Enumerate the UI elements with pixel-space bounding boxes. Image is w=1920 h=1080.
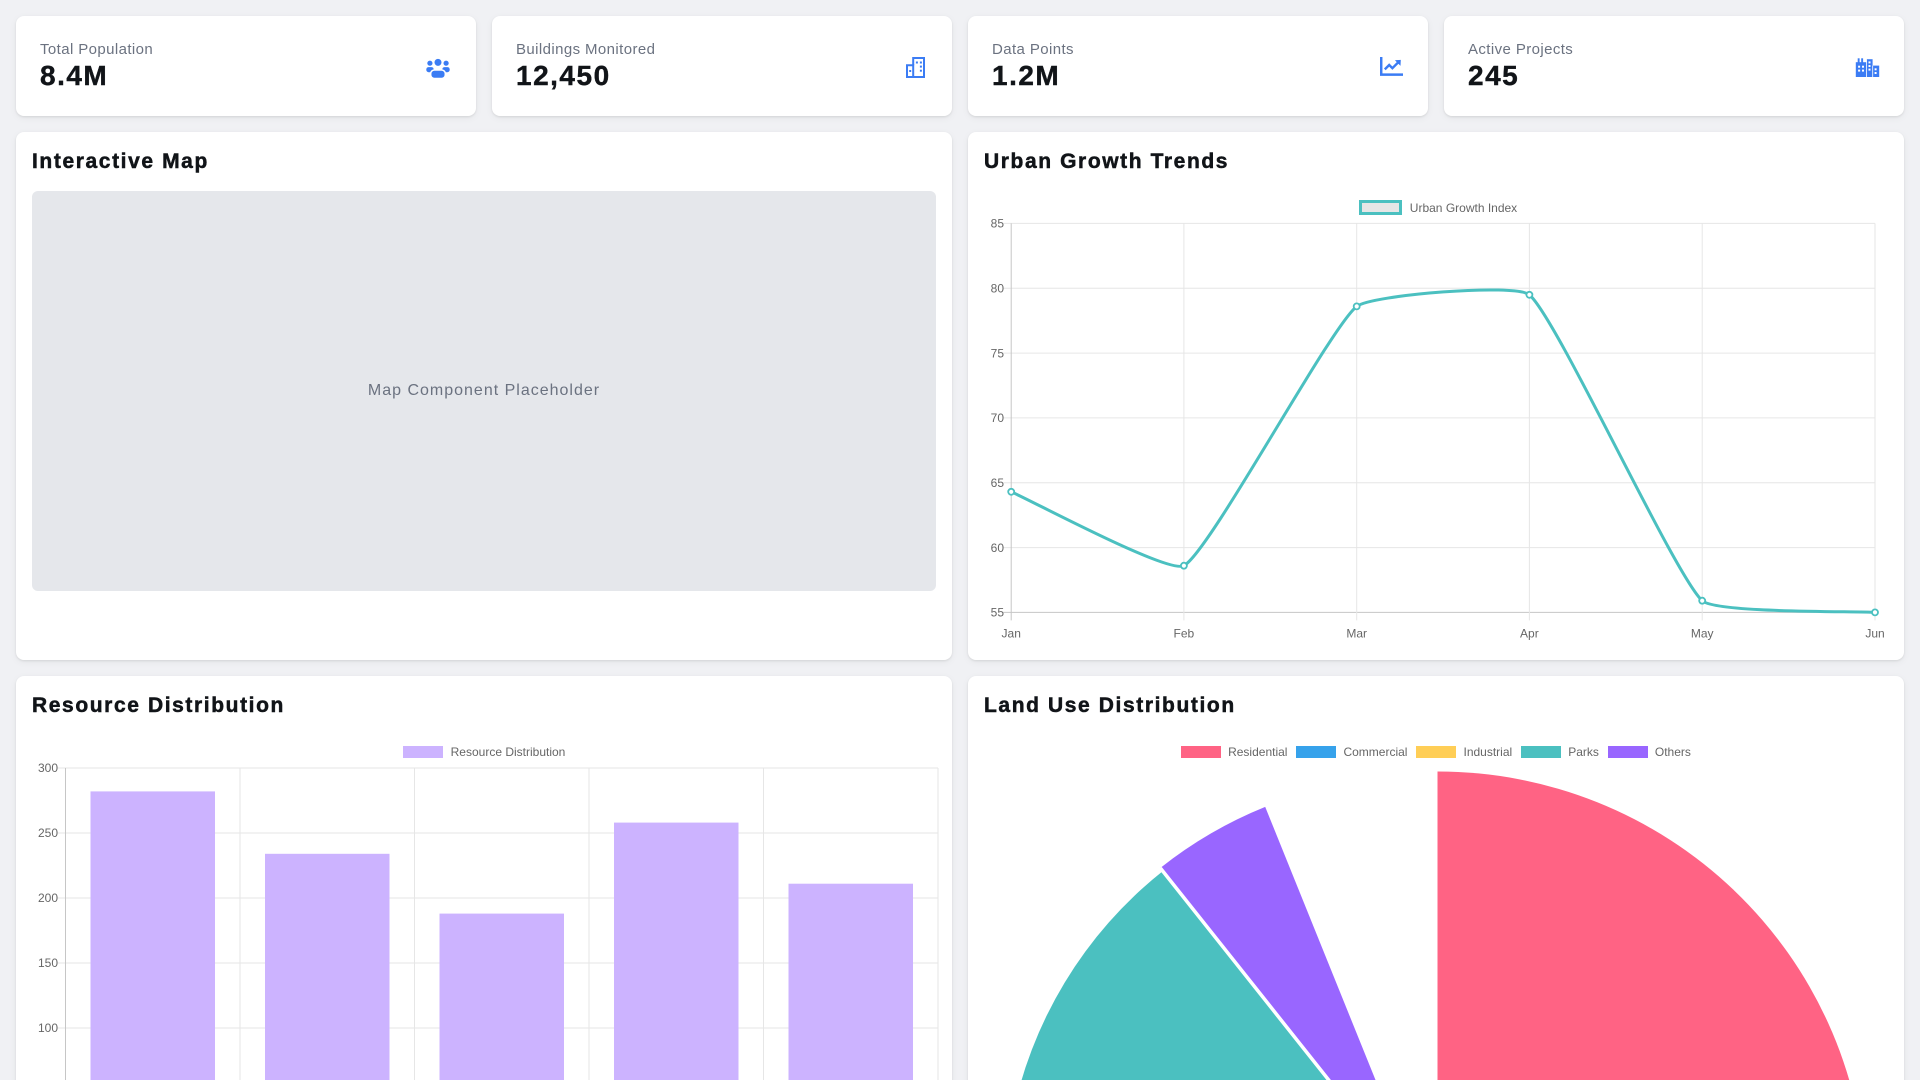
svg-text:Apr: Apr	[1520, 627, 1539, 641]
svg-text:75: 75	[991, 346, 1005, 360]
svg-text:85: 85	[991, 217, 1005, 231]
svg-text:Jun: Jun	[1865, 627, 1884, 641]
svg-text:70: 70	[991, 411, 1005, 425]
svg-text:200: 200	[38, 891, 58, 905]
svg-text:65: 65	[991, 476, 1005, 490]
svg-text:Mar: Mar	[1346, 627, 1367, 641]
svg-text:Jan: Jan	[1002, 627, 1021, 641]
svg-text:60: 60	[991, 541, 1005, 555]
svg-text:May: May	[1691, 627, 1714, 641]
svg-text:300: 300	[38, 761, 58, 775]
svg-text:Feb: Feb	[1174, 627, 1195, 641]
svg-text:100: 100	[38, 1021, 58, 1035]
svg-text:55: 55	[991, 606, 1005, 620]
svg-text:150: 150	[38, 956, 58, 970]
svg-text:250: 250	[38, 826, 58, 840]
svg-text:80: 80	[991, 281, 1005, 295]
